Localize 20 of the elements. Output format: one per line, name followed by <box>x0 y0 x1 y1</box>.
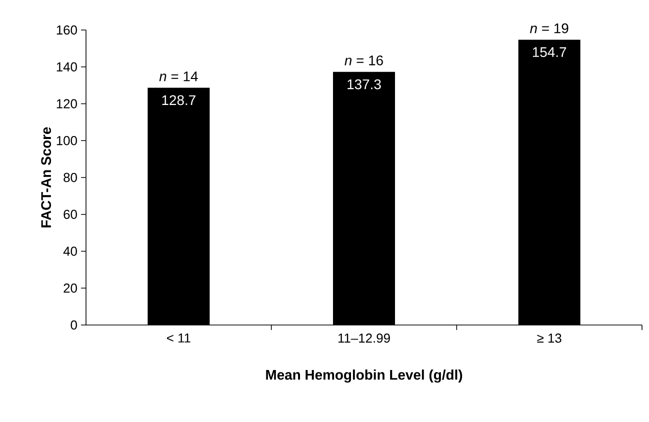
y-tick-label: 20 <box>64 284 77 293</box>
data-label: 128.7 <box>162 95 196 106</box>
y-tick-label: 40 <box>63 246 77 256</box>
annotation: n = 19 <box>530 23 568 34</box>
y-tick-label: 60 <box>64 210 77 219</box>
annotation: n = 16 <box>344 55 383 66</box>
y-tick-label: 0 <box>70 320 77 330</box>
y-tick-label: 80 <box>64 172 77 182</box>
y-axis-title: FACT-An Score <box>41 127 52 228</box>
y-tick-label: 140 <box>56 62 77 72</box>
x-tick-label: ≥ 13 <box>537 334 562 343</box>
y-tick-label: 100 <box>56 136 77 146</box>
x-axis-title: Mean Hemoglobin Level (g/dl) <box>266 370 462 383</box>
x-tick-label: 11–12.99 <box>338 334 390 343</box>
y-tick-label: 160 <box>56 25 77 35</box>
data-label: 154.7 <box>532 47 566 58</box>
annotation: n = 14 <box>159 72 198 82</box>
x-tick-label: < 11 <box>167 334 190 342</box>
y-tick-label: 120 <box>56 99 77 108</box>
data-label: 137.3 <box>348 79 381 90</box>
